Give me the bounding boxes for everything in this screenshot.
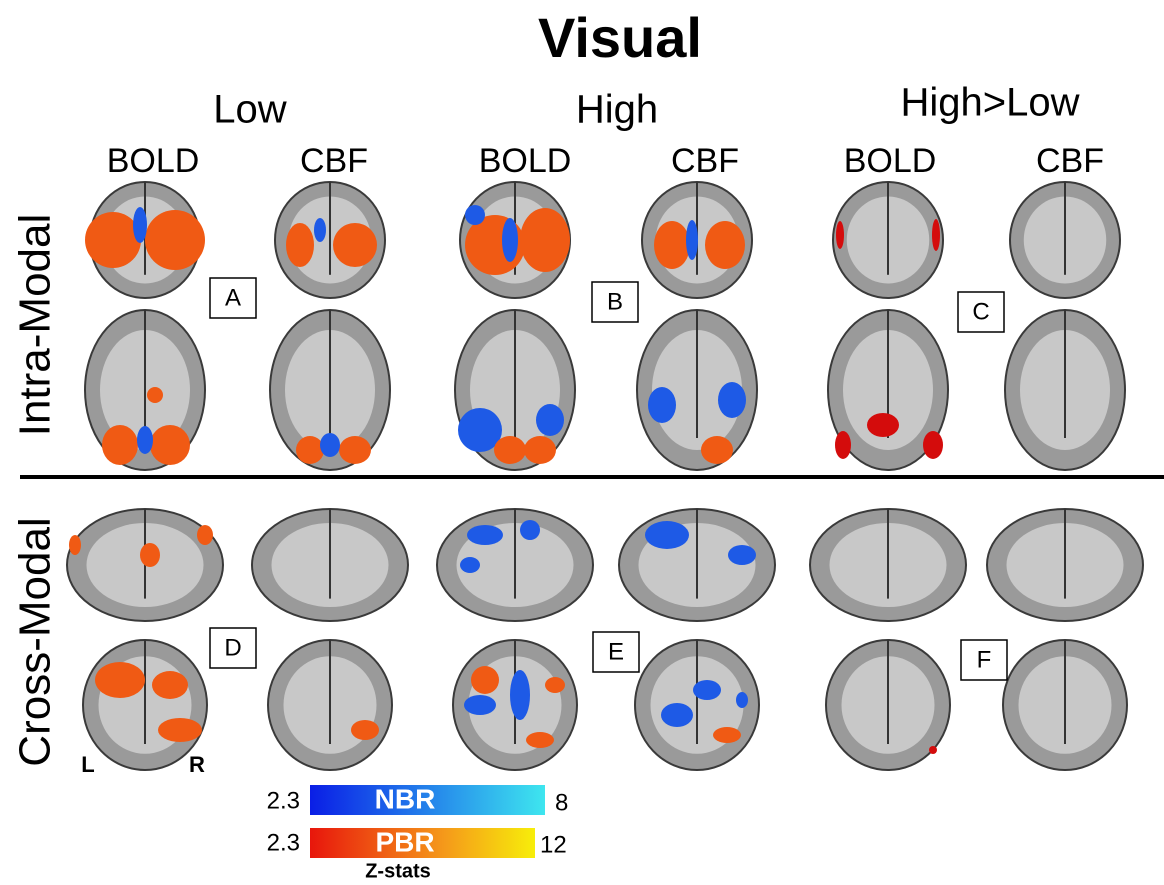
activation — [661, 703, 693, 727]
activation — [467, 525, 503, 545]
activation — [494, 436, 526, 464]
activation — [286, 223, 314, 267]
panel-label: C — [972, 298, 989, 325]
title: Visual — [538, 6, 702, 69]
panel-label: A — [225, 284, 241, 311]
figure: Visual NBR PBR 2.3 8 2.3 12 Z-stats L R … — [0, 0, 1164, 885]
modality-label: CBF — [671, 142, 739, 180]
activation — [713, 727, 741, 743]
panel-label: D — [224, 634, 241, 661]
modality-label: CBF — [1036, 142, 1104, 180]
activation — [465, 205, 485, 225]
activation — [471, 666, 499, 694]
colorbar-min: 2.3 — [267, 787, 300, 814]
activation — [69, 535, 81, 555]
activation — [296, 436, 324, 464]
activation — [102, 425, 138, 465]
row-label: Cross-Modal — [11, 517, 60, 766]
activation — [314, 218, 326, 242]
activation — [510, 670, 530, 720]
activation — [158, 718, 202, 742]
activation — [836, 221, 844, 249]
colorbar-max: 12 — [540, 831, 567, 858]
activation — [197, 525, 213, 545]
activation — [835, 431, 851, 459]
activation — [736, 692, 748, 708]
colorbar-title: Z-stats — [365, 860, 431, 882]
group-label: High>Low — [900, 81, 1079, 125]
panel-label: E — [608, 638, 624, 665]
activation — [351, 720, 379, 740]
activation — [520, 520, 540, 540]
activation — [150, 425, 190, 465]
activation — [923, 431, 943, 459]
activation — [339, 436, 371, 464]
activation — [929, 746, 937, 754]
group-label: High — [576, 88, 658, 132]
modality-label: BOLD — [479, 142, 572, 180]
activation — [718, 382, 746, 418]
activation — [464, 695, 496, 715]
activation — [145, 210, 205, 270]
activation — [137, 426, 153, 454]
activation — [645, 521, 689, 549]
activation — [526, 732, 554, 748]
panel-label: B — [607, 288, 623, 315]
activation — [686, 220, 698, 260]
modality-label: CBF — [300, 142, 368, 180]
orientation-label: L — [81, 752, 94, 777]
activation — [133, 207, 147, 243]
activation — [147, 387, 163, 403]
activation — [85, 212, 141, 268]
modality-label: BOLD — [107, 142, 200, 180]
activation — [524, 436, 556, 464]
modality-label: BOLD — [844, 142, 937, 180]
orientation-label: R — [189, 752, 205, 777]
activation — [152, 671, 188, 699]
panel-label: F — [977, 646, 992, 673]
colorbar-max: 8 — [555, 789, 568, 816]
activation — [728, 545, 756, 565]
row-label: Intra-Modal — [11, 214, 60, 437]
activation — [705, 221, 745, 269]
activation — [867, 413, 899, 437]
activation — [693, 680, 721, 700]
activation — [536, 404, 564, 436]
colorbar-min: 2.3 — [267, 829, 300, 856]
colorbar-label: PBR — [375, 826, 434, 857]
activation — [648, 387, 676, 423]
activation — [520, 208, 570, 272]
activation — [545, 677, 565, 693]
colorbar-label: NBR — [375, 783, 436, 814]
activation — [654, 221, 690, 269]
activation — [932, 219, 940, 251]
activation — [701, 436, 733, 464]
group-label: Low — [213, 88, 286, 132]
activation — [95, 662, 145, 698]
activation — [460, 557, 480, 573]
activation — [333, 223, 377, 267]
activation — [320, 433, 340, 457]
activation — [502, 218, 518, 262]
activation — [140, 543, 160, 567]
